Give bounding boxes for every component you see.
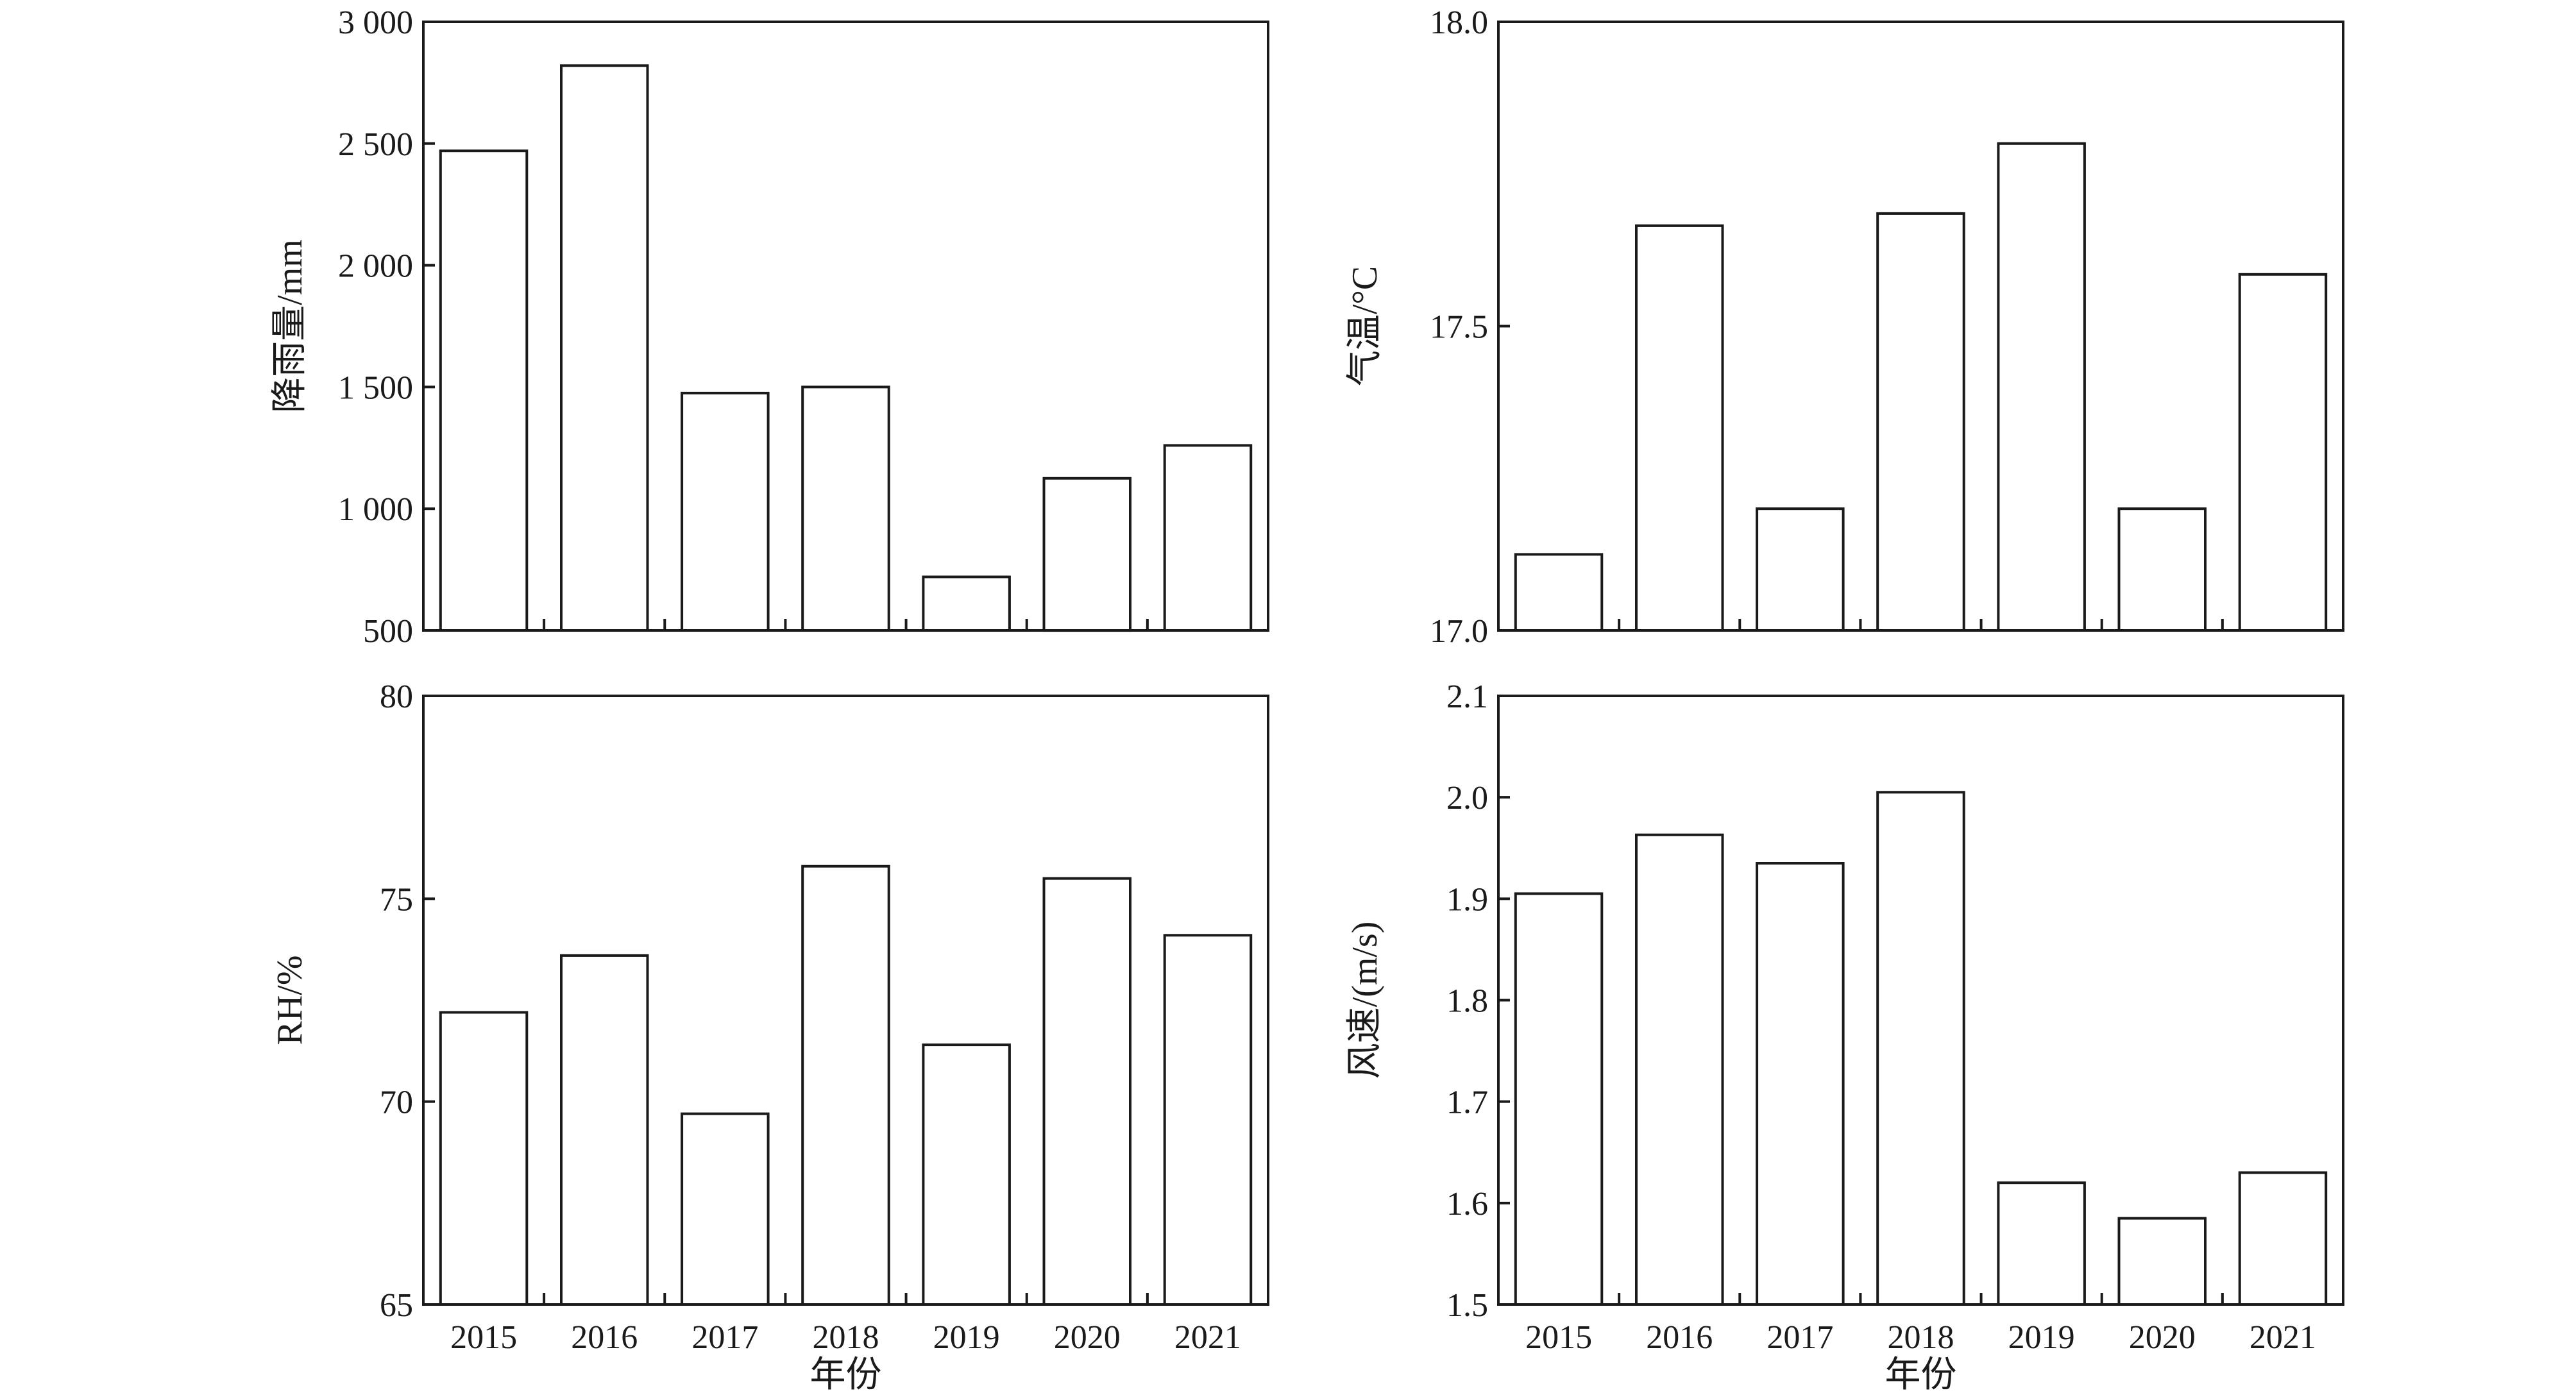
y-axis-title: 降雨量/mm xyxy=(270,239,310,413)
bar-2021 xyxy=(2238,273,2328,632)
chart-panel-4: 1.5 1.6 1.7 1.8 1.9 2.0 2.1 2015 2016 2017 2018 201… xyxy=(1345,679,2344,1393)
x-tick-label: 2020 xyxy=(2129,1319,2196,1356)
bar-2020 xyxy=(2117,507,2207,632)
bar-2017 xyxy=(681,391,770,632)
y-tick-label: 75 xyxy=(380,881,413,918)
x-axis-title: 年份 xyxy=(810,1355,882,1390)
bar-2015 xyxy=(439,1011,529,1306)
plot-frame xyxy=(422,695,1269,1306)
y-tick-label: 65 xyxy=(380,1287,413,1324)
bar-2020 xyxy=(2117,1217,2207,1306)
bar-2015 xyxy=(1514,553,1604,632)
x-tick-label: 2019 xyxy=(933,1319,1000,1356)
y-tick-label: 1 500 xyxy=(338,369,413,406)
x-tick-label: 2015 xyxy=(1525,1319,1592,1356)
y-tick-label: 500 xyxy=(363,613,413,650)
y-tick-label: 1.8 xyxy=(1446,983,1488,1020)
x-tick-label: 2019 xyxy=(2008,1319,2075,1356)
y-tick-label: 18.0 xyxy=(1430,4,1488,41)
bar-2020 xyxy=(1042,877,1131,1306)
y-tick-label: 2.1 xyxy=(1446,679,1488,715)
bar-2016 xyxy=(560,954,649,1306)
bar-2015 xyxy=(1514,892,1604,1306)
chart-panel-3: 65 70 75 80 2015 2016 2017 2018 2019 2020 2021 年份 RH… xyxy=(270,679,1269,1393)
y-tick-label: 3 000 xyxy=(338,4,413,41)
bar-2019 xyxy=(922,575,1011,632)
bar-2018 xyxy=(1876,212,1965,632)
chart-panel-2: 17.0 17.5 18.0 气温/°C xyxy=(1345,4,2344,650)
y-tick-label: 2 000 xyxy=(338,248,413,285)
y-tick-label: 1.7 xyxy=(1446,1085,1488,1121)
bar-2017 xyxy=(1756,862,1845,1306)
bar-2016 xyxy=(560,64,649,632)
y-tick-label: 17.0 xyxy=(1430,613,1488,650)
x-axis-title: 年份 xyxy=(1885,1355,1957,1390)
bar-2017 xyxy=(1756,507,1845,632)
y-axis-title: RH/% xyxy=(270,956,310,1045)
bar-2018 xyxy=(801,385,890,632)
y-axis-title: 风速/(m/s) xyxy=(1345,922,1385,1079)
bar-2017 xyxy=(681,1112,770,1306)
y-axis-title: 气温/°C xyxy=(1345,266,1385,386)
plot-frame xyxy=(422,21,1269,632)
x-tick-label: 2017 xyxy=(1767,1319,1833,1356)
y-tick-label: 1.9 xyxy=(1446,881,1488,918)
y-tick-label: 1.6 xyxy=(1446,1186,1488,1222)
y-tick-label: 2.0 xyxy=(1446,780,1488,816)
bar-2021 xyxy=(1163,934,1253,1306)
bar-2016 xyxy=(1635,224,1724,632)
x-tick-label: 2018 xyxy=(1888,1319,1954,1356)
x-tick-label: 2017 xyxy=(691,1319,758,1356)
chart-panel-1: 500 1 000 1 500 2 000 2 500 3 000 降雨量/mm xyxy=(270,4,1269,650)
y-tick-label: 70 xyxy=(380,1085,413,1121)
bar-2018 xyxy=(1876,791,1965,1306)
bar-2016 xyxy=(1635,833,1724,1306)
x-tick-label: 2016 xyxy=(1646,1319,1713,1356)
y-tick-label: 2 500 xyxy=(338,126,413,163)
bar-2015 xyxy=(439,149,529,632)
bar-2019 xyxy=(1997,1181,2086,1306)
x-tick-label: 2020 xyxy=(1054,1319,1121,1356)
x-tick-label: 2021 xyxy=(1174,1319,1241,1356)
y-tick-label: 17.5 xyxy=(1430,309,1488,346)
bar-2019 xyxy=(1997,142,2086,632)
bar-2019 xyxy=(922,1043,1011,1306)
y-tick-label: 1 000 xyxy=(338,491,413,528)
bar-2020 xyxy=(1042,477,1131,632)
y-tick-label: 1.5 xyxy=(1446,1287,1488,1324)
x-tick-label: 2018 xyxy=(813,1319,879,1356)
x-tick-label: 2016 xyxy=(571,1319,638,1356)
bar-2018 xyxy=(801,865,890,1306)
x-tick-label: 2021 xyxy=(2250,1319,2316,1356)
bar-2021 xyxy=(2238,1171,2328,1306)
bar-2021 xyxy=(1163,444,1253,632)
x-tick-label: 2015 xyxy=(450,1319,517,1356)
y-tick-label: 80 xyxy=(380,679,413,715)
